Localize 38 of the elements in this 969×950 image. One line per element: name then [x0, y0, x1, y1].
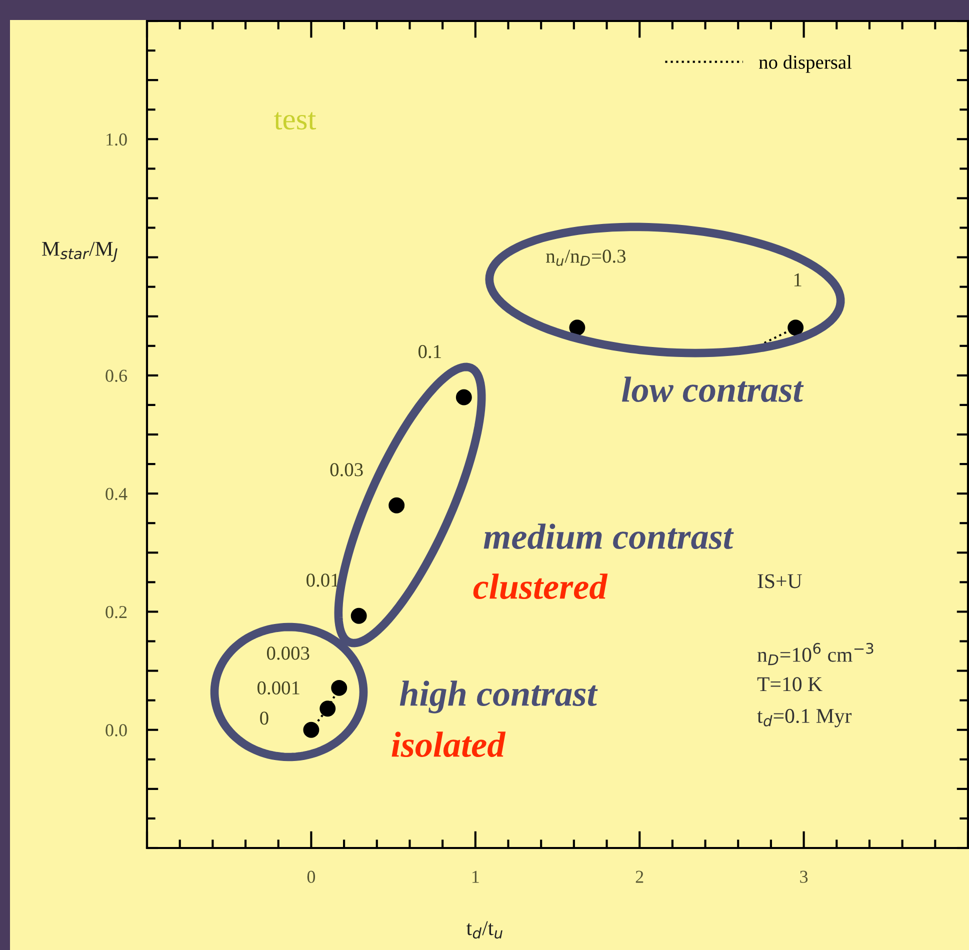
point — [788, 320, 804, 336]
annotation: 1 — [794, 273, 802, 286]
x-tick-label: 0 — [307, 870, 316, 883]
annotation: 0.001 — [257, 681, 300, 695]
annotation: IS+U — [758, 574, 802, 588]
annotation: n$_{D}$=10$^{6}$ cm$^{−3}$ — [757, 642, 874, 666]
annotation: clustered — [473, 574, 608, 600]
text: 1.0 — [106, 133, 127, 146]
y-tick-label: 0.4 — [106, 488, 128, 500]
point — [303, 722, 320, 738]
point — [388, 497, 405, 514]
x-tick-label: 3 — [800, 870, 808, 883]
annotation: isolated — [392, 732, 506, 758]
x-tick-label: 2 — [636, 870, 644, 883]
annotation: n$_{u}$/n$_{D}$=0.3 — [546, 250, 626, 266]
annotation: t$_{d}$=0.1 Myr — [757, 708, 852, 728]
annotation: test — [274, 112, 316, 130]
annotation: 0.003 — [266, 646, 310, 660]
y-tick-label: 0.6 — [106, 370, 128, 382]
annotation: medium contrast — [484, 524, 734, 550]
x-axis-title: t$_{d}$/t$_{u}$ — [466, 921, 502, 939]
annotation: T=10 K — [757, 677, 822, 692]
point — [456, 389, 472, 406]
annotation: 0.01 — [306, 574, 339, 587]
text: 0.0 — [106, 724, 127, 736]
point — [569, 320, 586, 336]
annotation: 0.03 — [330, 463, 363, 476]
point — [331, 680, 348, 696]
point — [350, 608, 367, 624]
annotation: low contrast — [622, 376, 804, 402]
point — [320, 700, 336, 717]
annotation: 0.1 — [418, 345, 441, 358]
x-tick-label: 1 — [472, 870, 479, 883]
annotation: 0 — [260, 712, 268, 725]
annotation: high contrast — [400, 680, 598, 714]
y-tick-label: 0.2 — [106, 606, 127, 618]
y-axis-title: M$_{star}$/M$_{J}$ — [42, 242, 118, 262]
legend-label: no dispersal — [759, 55, 852, 73]
